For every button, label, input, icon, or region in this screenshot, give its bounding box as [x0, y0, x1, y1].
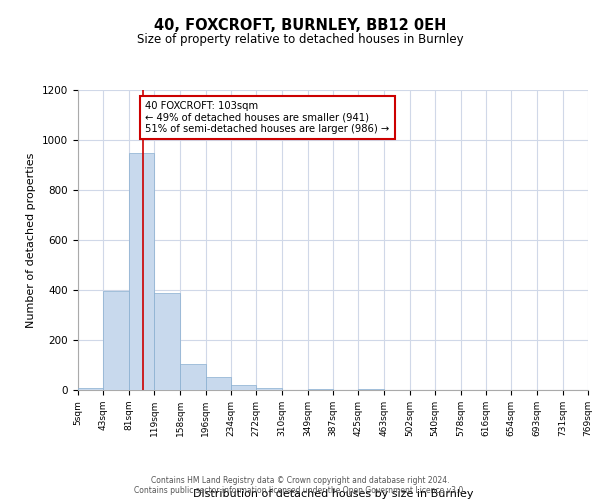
Bar [231, 384, 256, 390]
Text: 40 FOXCROFT: 103sqm
← 49% of detached houses are smaller (941)
51% of semi-detac: 40 FOXCROFT: 103sqm ← 49% of detached ho… [145, 101, 389, 134]
Bar [103, 291, 129, 390]
Bar [154, 292, 180, 390]
Bar [78, 388, 103, 390]
Bar [308, 389, 333, 390]
Bar [180, 364, 206, 390]
Text: Contains HM Land Registry data © Crown copyright and database right 2024.: Contains HM Land Registry data © Crown c… [151, 476, 449, 485]
Bar [256, 388, 281, 390]
Y-axis label: Number of detached properties: Number of detached properties [26, 152, 37, 328]
Text: Contains public sector information licensed under the Open Government Licence v3: Contains public sector information licen… [134, 486, 466, 495]
Bar [129, 152, 154, 390]
Text: 40, FOXCROFT, BURNLEY, BB12 0EH: 40, FOXCROFT, BURNLEY, BB12 0EH [154, 18, 446, 32]
Text: Size of property relative to detached houses in Burnley: Size of property relative to detached ho… [137, 32, 463, 46]
X-axis label: Distribution of detached houses by size in Burnley: Distribution of detached houses by size … [193, 489, 473, 499]
Bar [205, 377, 231, 390]
Bar [358, 389, 384, 390]
